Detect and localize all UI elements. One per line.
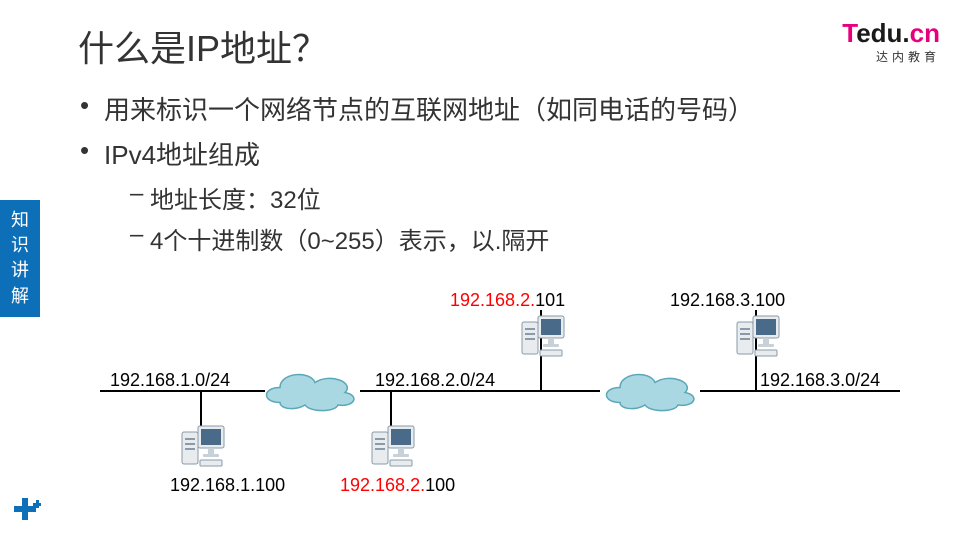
ip-label-6: 192.168.3.100 xyxy=(670,290,785,311)
cloud-icon-1 xyxy=(600,365,700,415)
sub-list: 地址长度：32位 4个十进制数（0~255）表示，以.隔开 xyxy=(130,180,754,256)
computer-icon-1 xyxy=(370,420,416,477)
bullet-1: 用来标识一个网络节点的互联网地址（如同电话的号码） xyxy=(80,90,754,127)
computer-icon-3 xyxy=(735,310,781,367)
logo-subtitle: 达内教育 xyxy=(842,48,940,65)
ip-label-1: 192.168.2.0/24 xyxy=(375,370,495,391)
logo-edu: edu. xyxy=(856,18,909,48)
ip-label-0: 192.168.1.0/24 xyxy=(110,370,230,391)
ip-label-2: 192.168.3.0/24 xyxy=(760,370,880,391)
logo-cn: cn xyxy=(910,18,940,48)
bullet-2: IPv4地址组成 xyxy=(80,135,754,172)
logo-t: T xyxy=(842,18,856,48)
bullet-list: 用来标识一个网络节点的互联网地址（如同电话的号码） IPv4地址组成 地址长度：… xyxy=(80,90,754,262)
ip-label-4: 192.168.2.100 xyxy=(340,475,455,496)
sub-bullet-1: 地址长度：32位 xyxy=(130,180,754,215)
logo: Tedu.cn 达内教育 xyxy=(842,20,940,65)
ip-label-3: 192.168.1.100 xyxy=(170,475,285,496)
plus-icon xyxy=(14,498,44,528)
page-title: 什么是IP地址？ xyxy=(78,20,328,72)
computer-icon-0 xyxy=(180,420,226,477)
network-diagram: 192.168.1.0/24 192.168.2.0/24 192.168.3.0/… xyxy=(0,290,960,520)
sub-bullet-2: 4个十进制数（0~255）表示，以.隔开 xyxy=(130,221,754,256)
logo-main: Tedu.cn xyxy=(842,20,940,46)
computer-icon-2 xyxy=(520,310,566,367)
ip-label-5: 192.168.2.101 xyxy=(450,290,565,311)
cloud-icon-0 xyxy=(260,365,360,415)
